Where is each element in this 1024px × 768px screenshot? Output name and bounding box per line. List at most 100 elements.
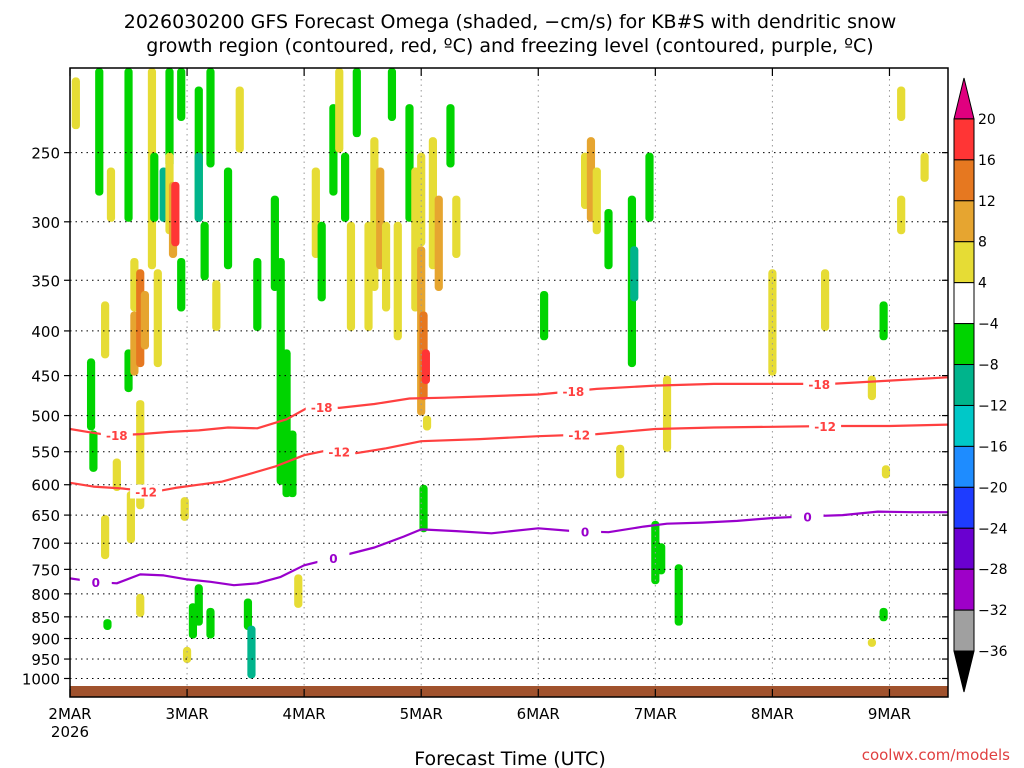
omega-cell xyxy=(540,290,549,341)
colorbar-label: 8 xyxy=(978,235,987,251)
x-axis-label: Forecast Time (UTC) xyxy=(414,748,605,768)
x-tick-label: 4MAR xyxy=(283,705,326,723)
omega-cell xyxy=(452,195,461,258)
y-tick-label: 400 xyxy=(31,323,60,341)
colorbar-band xyxy=(953,241,975,284)
colorbar: 20 16 12 8 4 −4 −8 −12 −16 −20 −24 −28 −32 −36 xyxy=(953,77,1008,693)
omega-cell xyxy=(867,375,877,401)
y-tick-label: 650 xyxy=(31,507,60,525)
colorbar-band xyxy=(953,486,975,529)
contour-label: -12 xyxy=(135,485,157,499)
y-tick-label: 750 xyxy=(31,561,60,579)
contour-line--18 xyxy=(70,376,948,437)
y-tick-label: 800 xyxy=(31,586,60,604)
omega-cell xyxy=(341,152,350,222)
y-tick-label: 900 xyxy=(31,631,60,649)
colorbar-label: −24 xyxy=(978,521,1008,537)
chart-title-line-1: 2026030200 GFS Forecast Omega (shaded, −… xyxy=(124,11,896,33)
x-tick-label: 2MAR xyxy=(48,705,91,723)
omega-shading xyxy=(71,68,929,679)
y-tick-label: 350 xyxy=(31,272,60,290)
contour-label: 0 xyxy=(803,510,811,524)
omega-cell xyxy=(253,257,262,331)
colorbar-label: 4 xyxy=(978,276,987,292)
contour-label: 0 xyxy=(92,576,100,590)
omega-cell xyxy=(194,584,203,626)
colorbar-label: −16 xyxy=(978,439,1008,455)
omega-cell xyxy=(95,68,104,196)
omega-cell xyxy=(422,415,432,431)
omega-cell xyxy=(657,543,666,575)
y-tick-label: 700 xyxy=(31,535,60,553)
omega-cell xyxy=(171,181,180,247)
omega-cell xyxy=(223,167,233,270)
omega-cell xyxy=(335,68,344,153)
omega-cell xyxy=(106,167,116,222)
y-tick-label: 950 xyxy=(31,651,60,669)
omega-cell xyxy=(674,564,683,626)
omega-cell xyxy=(180,497,189,521)
contour-label-bg xyxy=(563,427,596,442)
omega-cell xyxy=(662,375,672,452)
x-tick-label: 9MAR xyxy=(868,705,911,723)
colorbar-label: 20 xyxy=(978,112,996,128)
omega-cell xyxy=(101,301,110,359)
omega-cell xyxy=(206,607,215,639)
colorbar-label: −36 xyxy=(978,644,1008,660)
contour-label-bg xyxy=(100,428,133,443)
colorbar-band xyxy=(953,445,975,488)
omega-cell xyxy=(645,152,654,222)
y-tick-label: 500 xyxy=(31,408,60,426)
colorbar-band xyxy=(953,118,975,161)
colorbar-label: −4 xyxy=(978,317,999,333)
omega-cell xyxy=(112,458,121,491)
y-tick-label: 300 xyxy=(31,214,60,232)
omega-cell xyxy=(177,257,186,312)
omega-cell xyxy=(200,221,209,281)
y-tick-label: 450 xyxy=(31,368,60,386)
x-tick-label: 7MAR xyxy=(634,705,677,723)
y-tick-label: 600 xyxy=(31,477,60,495)
omega-cell xyxy=(387,68,397,122)
colorbar-label: 12 xyxy=(978,194,996,210)
omega-cell xyxy=(317,221,326,302)
omega-cell xyxy=(89,430,98,472)
omega-cell xyxy=(920,152,929,182)
contour-label: -18 xyxy=(808,378,830,392)
plot-frame xyxy=(69,67,949,698)
y-tick-label: 250 xyxy=(31,145,60,163)
contour-label: -12 xyxy=(814,420,836,434)
ground-strip xyxy=(70,686,948,697)
omega-cell xyxy=(419,484,428,533)
chart-title-line-2: growth region (contoured, red, ºC) and f… xyxy=(146,35,873,57)
omega-cell xyxy=(820,269,830,331)
omega-cell xyxy=(352,68,361,138)
omega-cell xyxy=(288,430,297,498)
contour-label-bg xyxy=(305,399,338,414)
watermark: coolwx.com/models xyxy=(862,746,1010,764)
y-tick-label: 550 xyxy=(31,444,60,462)
colorbar-band xyxy=(953,282,975,325)
colorbar-label: −20 xyxy=(978,480,1008,496)
omega-cell xyxy=(897,195,906,235)
contour-label: -12 xyxy=(328,445,350,459)
omega-cell xyxy=(294,574,303,608)
contour-label-bg xyxy=(317,550,350,565)
omega-cell xyxy=(165,68,174,168)
omega-cell xyxy=(177,68,186,122)
omega-cell xyxy=(897,86,906,122)
omega-cell xyxy=(381,221,391,312)
omega-cell xyxy=(592,167,601,235)
omega-cell xyxy=(124,68,133,222)
colorbar-band xyxy=(953,364,975,406)
omega-cell xyxy=(434,195,443,291)
contour-label-bg xyxy=(803,376,836,391)
omega-cell xyxy=(879,301,888,341)
colorbar-band xyxy=(953,609,975,652)
contour-label-bg xyxy=(791,509,824,524)
omega-cell xyxy=(346,221,356,331)
omega-cell xyxy=(881,465,891,479)
colorbar-label: −32 xyxy=(978,603,1008,619)
colorbar-band xyxy=(953,200,975,243)
